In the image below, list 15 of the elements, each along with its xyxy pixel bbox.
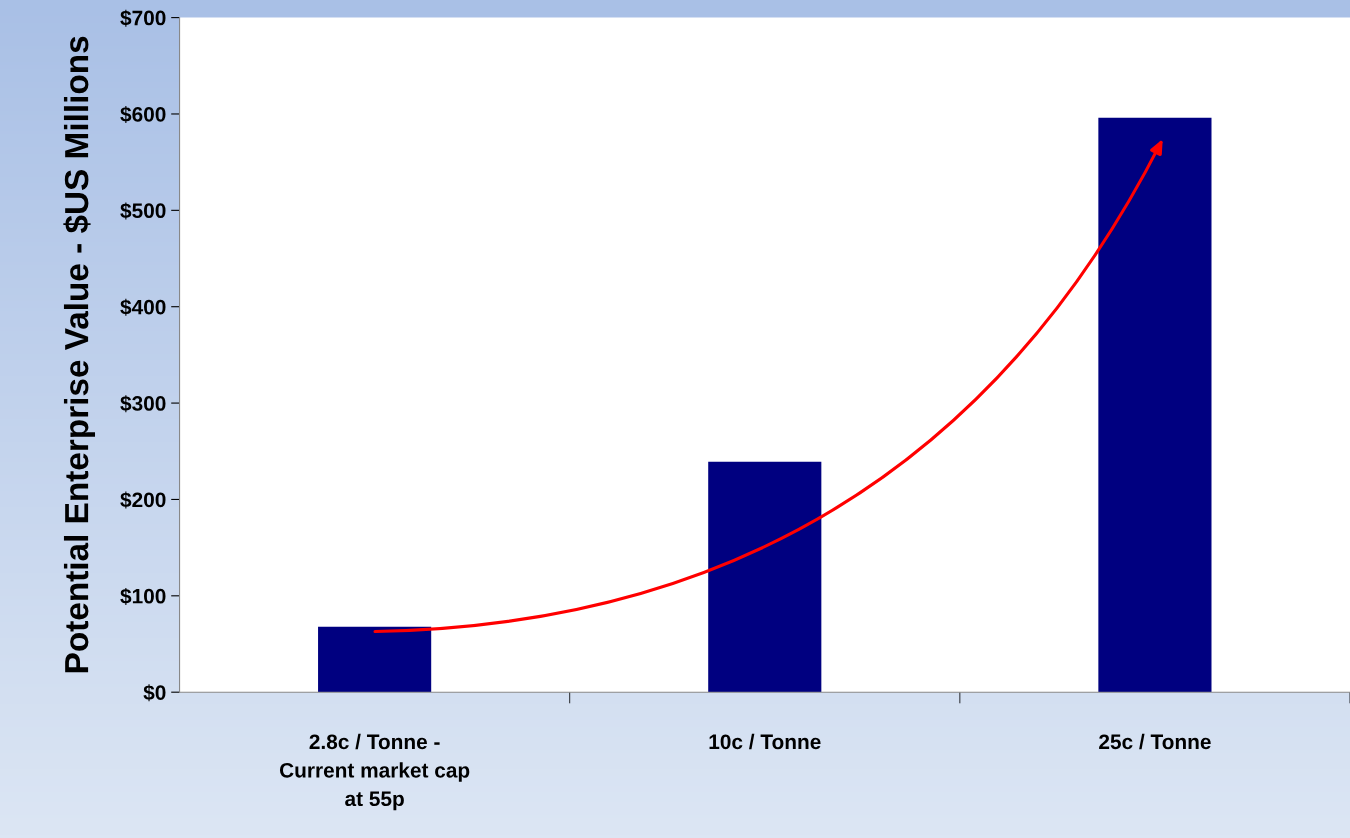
bar bbox=[708, 461, 822, 693]
y-tick-label: $400 bbox=[120, 298, 166, 316]
x-tick-label: 25c / Tonne bbox=[1099, 733, 1211, 750]
x-tick-label: 10c / Tonne bbox=[709, 733, 821, 750]
y-tick-label: $500 bbox=[120, 202, 166, 220]
x-tick-label: 2.8c / Tonne - Current market cap at 55p bbox=[279, 733, 470, 811]
y-tick-label: $300 bbox=[120, 395, 166, 413]
bar bbox=[318, 626, 432, 693]
y-tick-label: $0 bbox=[143, 684, 166, 702]
bar bbox=[1098, 117, 1212, 693]
y-axis-title: Potential Enterprise Value - $US Millions bbox=[63, 36, 96, 673]
y-tick-label: $700 bbox=[120, 9, 166, 27]
y-tick-label: $200 bbox=[120, 491, 166, 509]
y-tick-label: $100 bbox=[120, 587, 166, 605]
y-tick-label: $600 bbox=[120, 106, 166, 124]
